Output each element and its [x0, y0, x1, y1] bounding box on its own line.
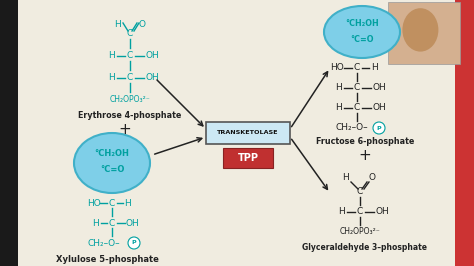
Bar — [223, 148, 273, 168]
Text: H: H — [115, 20, 121, 29]
Bar — [206, 122, 290, 144]
Text: TPP: TPP — [237, 153, 258, 163]
Text: C: C — [109, 218, 115, 227]
Text: C: C — [109, 198, 115, 207]
Text: +: + — [118, 123, 131, 138]
Text: °C=O: °C=O — [350, 35, 374, 44]
Text: C: C — [357, 207, 363, 217]
Bar — [0, 0, 18, 266]
Text: Fructose 6-phosphate: Fructose 6-phosphate — [316, 138, 414, 147]
Text: H: H — [109, 52, 115, 60]
Bar — [455, 0, 474, 266]
Text: OH: OH — [375, 207, 389, 217]
Text: H: H — [109, 73, 115, 82]
Text: H: H — [92, 218, 100, 227]
Text: Glyceraldehyde 3–phosphate: Glyceraldehyde 3–phosphate — [302, 243, 428, 251]
Bar — [388, 2, 460, 64]
Text: C: C — [127, 30, 133, 39]
Circle shape — [128, 237, 140, 249]
Ellipse shape — [402, 8, 438, 52]
Text: OH: OH — [125, 218, 139, 227]
Ellipse shape — [324, 6, 400, 58]
Text: °CH₂OH: °CH₂OH — [94, 148, 129, 157]
Text: C: C — [354, 103, 360, 113]
Text: C: C — [127, 73, 133, 82]
Text: CH₂–O–: CH₂–O– — [336, 123, 368, 132]
Text: C: C — [354, 84, 360, 93]
Text: H: H — [338, 207, 346, 217]
Text: H: H — [125, 198, 131, 207]
Text: H: H — [336, 103, 342, 113]
Text: °CH₂OH: °CH₂OH — [345, 19, 379, 28]
Text: Xylulose 5-phosphate: Xylulose 5-phosphate — [55, 255, 158, 264]
Text: CH₂OPO₃²⁻: CH₂OPO₃²⁻ — [109, 95, 150, 105]
Text: CH₂OPO₃²⁻: CH₂OPO₃²⁻ — [340, 227, 380, 236]
Text: HO: HO — [87, 198, 101, 207]
Text: H: H — [343, 173, 349, 182]
Text: OH: OH — [145, 52, 159, 60]
Text: H: H — [372, 64, 378, 73]
Text: Erythrose 4-phosphate: Erythrose 4-phosphate — [78, 111, 182, 120]
Text: C: C — [354, 64, 360, 73]
Text: OH: OH — [372, 84, 386, 93]
Text: °C=O: °C=O — [100, 164, 124, 173]
Text: P: P — [377, 126, 381, 131]
Text: OH: OH — [372, 103, 386, 113]
Text: P: P — [132, 240, 137, 246]
Text: O: O — [368, 173, 375, 182]
Text: C: C — [127, 52, 133, 60]
Ellipse shape — [74, 133, 150, 193]
Text: C: C — [357, 188, 363, 197]
Text: H: H — [336, 84, 342, 93]
Text: CH₂–O–: CH₂–O– — [88, 239, 120, 247]
Text: HO: HO — [330, 64, 344, 73]
Text: O: O — [138, 20, 146, 29]
Text: +: + — [359, 148, 371, 164]
Text: TRANSKETOLASE: TRANSKETOLASE — [217, 131, 279, 135]
Circle shape — [373, 122, 385, 134]
Text: OH: OH — [145, 73, 159, 82]
